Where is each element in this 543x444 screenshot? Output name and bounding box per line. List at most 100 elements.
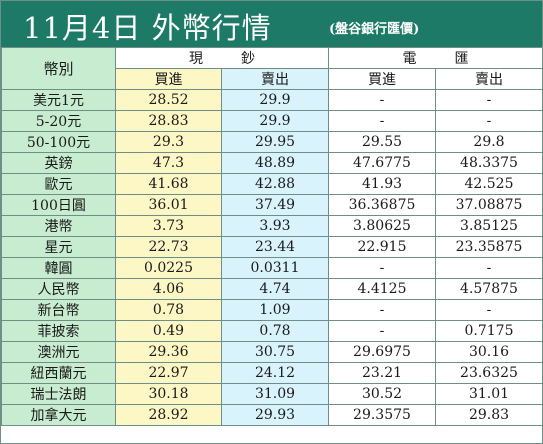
table-row: 英鎊 47.3 48.89 47.6775 48.3375 <box>1 152 543 174</box>
wire-group-header: 電匯 <box>328 47 543 69</box>
wire-sell-cell: 31.01 <box>435 383 543 405</box>
cash-sell-header: 賣出 <box>221 68 329 90</box>
cash-buy-header: 買進 <box>115 68 222 90</box>
cash-buy-cell: 28.52 <box>115 89 222 111</box>
wire-sell-header: 賣出 <box>435 68 543 90</box>
cash-buy-cell: 36.01 <box>115 194 222 216</box>
table-row: 瑞士法朗 30.18 31.09 30.52 31.01 <box>1 383 543 405</box>
wire-sell-cell: 23.35875 <box>435 236 543 258</box>
currency-name: 歐元 <box>1 173 116 195</box>
cash-buy-cell: 3.73 <box>115 215 222 237</box>
wire-buy-cell: 23.21 <box>328 362 436 384</box>
currency-name: 星元 <box>1 236 116 258</box>
wire-buy-cell: 47.6775 <box>328 152 436 174</box>
cash-sell-cell: 37.49 <box>221 194 329 216</box>
wire-sell-cell: - <box>435 299 543 321</box>
title-banner: 11月4日 外幣行情 (盤谷銀行匯價) <box>1 1 542 47</box>
cash-buy-cell: 30.18 <box>115 383 222 405</box>
wire-buy-cell: 3.80625 <box>328 215 436 237</box>
wire-sell-cell: - <box>435 257 543 279</box>
cash-sell-cell: 4.74 <box>221 278 329 300</box>
wire-sell-cell: 30.16 <box>435 341 543 363</box>
currency-name: 50-100元 <box>1 131 116 153</box>
currency-name: 5-20元 <box>1 110 116 132</box>
currency-name: 美元1元 <box>1 89 116 111</box>
wire-buy-cell: - <box>328 299 436 321</box>
cash-sell-cell: 3.93 <box>221 215 329 237</box>
exchange-rate-table: 幣別 現鈔 電匯 買進 賣出 買進 賣出 美元1元 28.52 29.9- -5-20… <box>1 47 543 426</box>
wire-buy-cell: - <box>328 89 436 111</box>
wire-buy-cell: - <box>328 257 436 279</box>
table-row: 5-20元 28.83 29.9- - <box>1 110 543 132</box>
currency-name: 菲披索 <box>1 320 116 342</box>
table-row: 澳洲元 29.36 30.75 29.6975 30.16 <box>1 341 543 363</box>
table-row: 菲披索 0.49 0.78-0.7175 <box>1 320 543 342</box>
table-row: 紐西蘭元 22.97 24.12 23.21 23.6325 <box>1 362 543 384</box>
currency-name: 紐西蘭元 <box>1 362 116 384</box>
wire-buy-header: 買進 <box>328 68 436 90</box>
currency-name: 新台幣 <box>1 299 116 321</box>
wire-buy-cell: 29.55 <box>328 131 436 153</box>
currency-name: 加拿大元 <box>1 404 116 426</box>
table-row: 人民幣 4.06 4.74 4.4125 4.57875 <box>1 278 543 300</box>
currency-name: 澳洲元 <box>1 341 116 363</box>
cash-buy-cell: 41.68 <box>115 173 222 195</box>
cash-buy-cell: 28.92 <box>115 404 222 426</box>
wire-buy-cell: - <box>328 320 436 342</box>
currency-column-header: 幣別 <box>1 47 116 90</box>
cash-sell-cell: 0.0311 <box>221 257 329 279</box>
currency-name: 韓圓 <box>1 257 116 279</box>
cash-sell-cell: 42.88 <box>221 173 329 195</box>
wire-sell-cell: 29.8 <box>435 131 543 153</box>
wire-buy-cell: 29.6975 <box>328 341 436 363</box>
table-row: 美元1元 28.52 29.9- - <box>1 89 543 111</box>
cash-sell-cell: 1.09 <box>221 299 329 321</box>
wire-buy-cell: 4.4125 <box>328 278 436 300</box>
currency-name: 100日圓 <box>1 194 116 216</box>
currency-name: 英鎊 <box>1 152 116 174</box>
wire-sell-cell: 3.85125 <box>435 215 543 237</box>
cash-sell-cell: 29.9 <box>221 89 329 111</box>
cash-buy-cell: 28.83 <box>115 110 222 132</box>
header-row-groups: 幣別 現鈔 電匯 <box>1 47 543 90</box>
wire-buy-cell: 30.52 <box>328 383 436 405</box>
currency-name: 港幣 <box>1 215 116 237</box>
cash-sell-cell: 29.93 <box>221 404 329 426</box>
cash-buy-cell: 0.78 <box>115 299 222 321</box>
cash-sell-cell: 23.44 <box>221 236 329 258</box>
cash-buy-cell: 22.73 <box>115 236 222 258</box>
cash-group-header: 現鈔 <box>115 47 329 69</box>
cash-buy-cell: 22.97 <box>115 362 222 384</box>
table-row: 港幣 3.73 3.93 3.80625 3.85125 <box>1 215 543 237</box>
table-row: 100日圓 36.01 37.49 36.36875 37.08875 <box>1 194 543 216</box>
table-row: 歐元 41.68 42.88 41.93 42.525 <box>1 173 543 195</box>
header-row-subheaders: 買進 賣出 買進 賣出 <box>2 68 543 90</box>
cash-sell-cell: 31.09 <box>221 383 329 405</box>
wire-sell-cell: 37.08875 <box>435 194 543 216</box>
wire-buy-cell: 41.93 <box>328 173 436 195</box>
cash-sell-cell: 29.9 <box>221 110 329 132</box>
wire-buy-cell: 36.36875 <box>328 194 436 216</box>
wire-sell-cell: 42.525 <box>435 173 543 195</box>
cash-buy-cell: 47.3 <box>115 152 222 174</box>
cash-buy-cell: 29.3 <box>115 131 222 153</box>
table-row: 星元 22.73 23.44 22.915 23.35875 <box>1 236 543 258</box>
page-title: 11月4日 外幣行情 <box>23 11 272 45</box>
table-row: 韓圓 0.0225 0.0311- - <box>1 257 543 279</box>
wire-sell-cell: 48.3375 <box>435 152 543 174</box>
wire-sell-cell: 4.57875 <box>435 278 543 300</box>
source-note: (盤谷銀行匯價) <box>329 22 420 37</box>
wire-sell-cell: 29.83 <box>435 404 543 426</box>
wire-sell-cell: 23.6325 <box>435 362 543 384</box>
cash-buy-cell: 0.0225 <box>115 257 222 279</box>
currency-name: 人民幣 <box>1 278 116 300</box>
table-row: 新台幣 0.78 1.09- - <box>1 299 543 321</box>
table-row: 50-100元 29.3 29.95 29.55 29.8 <box>1 131 543 153</box>
cash-buy-cell: 0.49 <box>115 320 222 342</box>
cash-sell-cell: 29.95 <box>221 131 329 153</box>
wire-sell-cell: - <box>435 110 543 132</box>
wire-buy-cell: - <box>328 110 436 132</box>
cash-sell-cell: 30.75 <box>221 341 329 363</box>
cash-sell-cell: 0.78 <box>221 320 329 342</box>
